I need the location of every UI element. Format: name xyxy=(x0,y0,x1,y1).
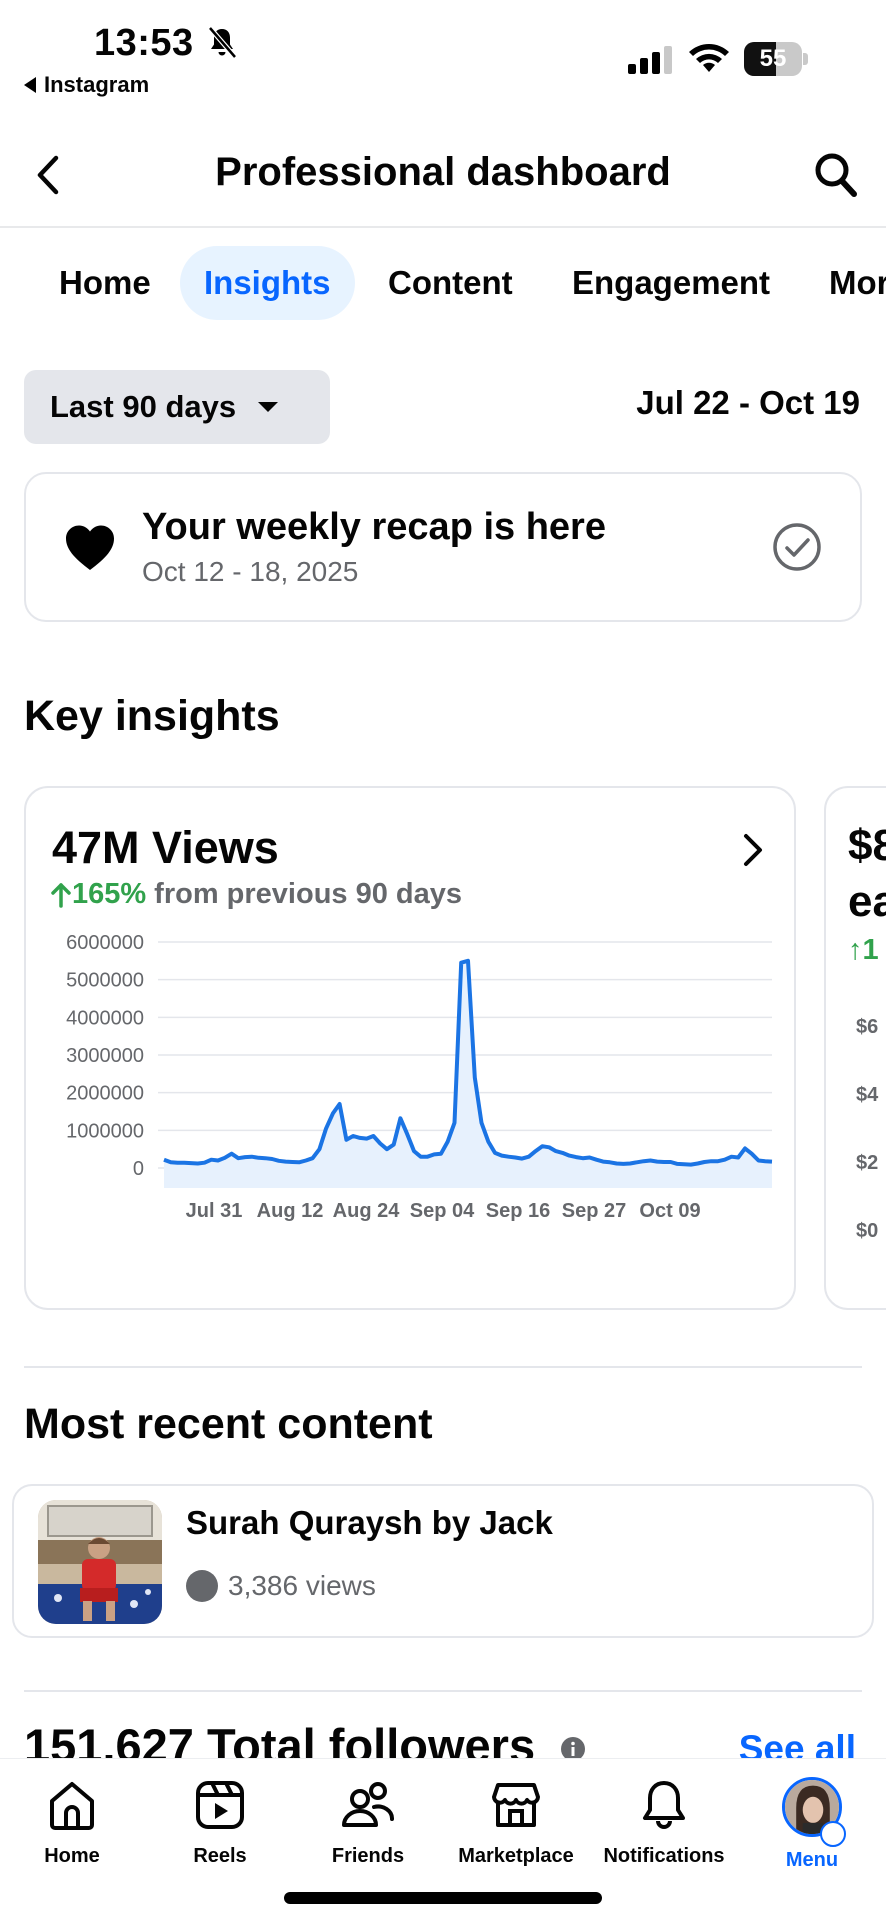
y-tick-label: 3000000 xyxy=(66,1045,144,1067)
nav-menu[interactable]: Menu xyxy=(742,1777,882,1872)
status-bar: 13:53 Instagram 55 xyxy=(0,0,886,110)
date-range-text: Jul 22 - Oct 19 xyxy=(636,384,860,421)
y-tick-label: 1000000 xyxy=(66,1120,144,1142)
nav-home-label: Home xyxy=(44,1845,100,1867)
back-chevron-icon[interactable] xyxy=(30,150,70,200)
nav-menu-label: Menu xyxy=(785,1849,839,1871)
dashboard-tabs: Home Insights Content Engagement Mor xyxy=(0,240,886,322)
home-icon xyxy=(50,1782,94,1830)
chevron-right-icon[interactable] xyxy=(740,830,766,870)
y-tick-label: 0 xyxy=(133,1158,144,1180)
weekly-recap-card[interactable]: Your weekly recap is here Oct 12 - 18, 2… xyxy=(24,472,862,622)
date-range-dropdown[interactable]: Last 90 days xyxy=(24,370,330,444)
earnings-title-line: $8 xyxy=(848,821,886,870)
recent-content-heading: Most recent content xyxy=(24,1400,433,1448)
content-views: 3,386 views xyxy=(186,1570,376,1602)
earnings-title-line: ea xyxy=(848,877,886,926)
arrow-up-icon xyxy=(51,882,71,908)
y-tick-label: 2000000 xyxy=(66,1083,144,1105)
battery-icon: 55 xyxy=(744,42,808,76)
earnings-tick: $2 xyxy=(856,1152,879,1174)
views-change: 165% from previous 90 days xyxy=(50,878,462,911)
earnings-insight-card[interactable]: $8 ea ↑1 $6 $4 $2 $0 xyxy=(824,786,886,1310)
earnings-title-partial: $8 ea xyxy=(848,818,886,930)
section-divider xyxy=(24,1366,862,1368)
earnings-tick: $0 xyxy=(856,1220,879,1242)
nav-notifications[interactable]: Notifications xyxy=(594,1777,734,1868)
recap-title: Your weekly recap is here xyxy=(142,506,606,548)
info-icon[interactable] xyxy=(560,1736,586,1762)
views-area-fill xyxy=(164,960,772,1188)
y-tick-label: 6000000 xyxy=(66,932,144,954)
nav-marketplace[interactable]: Marketplace xyxy=(446,1777,586,1868)
nav-marketplace-label: Marketplace xyxy=(458,1845,574,1867)
page-title: Professional dashboard xyxy=(215,150,671,194)
change-positive: 165% xyxy=(50,878,146,911)
top-header: Professional dashboard xyxy=(0,120,886,228)
friends-icon xyxy=(342,1782,394,1827)
section-divider xyxy=(24,1690,862,1692)
nav-friends-label: Friends xyxy=(331,1845,405,1867)
content-thumbnail[interactable] xyxy=(38,1500,162,1624)
y-tick-label: 4000000 xyxy=(66,1007,144,1029)
nav-notifications-label: Notifications xyxy=(603,1845,725,1867)
views-dot-icon xyxy=(186,1570,218,1602)
battery-level: 55 xyxy=(759,45,787,72)
caret-down-icon xyxy=(258,402,279,412)
bell-icon xyxy=(643,1781,685,1829)
check-circle-icon xyxy=(773,523,821,571)
tab-insights[interactable]: Insights xyxy=(180,246,355,320)
tab-home[interactable]: Home xyxy=(59,264,151,301)
x-tick-label: Aug 12 xyxy=(257,1200,324,1222)
nav-reels-label: Reels xyxy=(193,1845,247,1867)
back-app-label: Instagram xyxy=(44,72,150,97)
content-views-count: 3,386 views xyxy=(228,1570,376,1601)
views-value: 47M Views xyxy=(52,822,279,873)
recent-content-item[interactable]: Surah Quraysh by Jack 3,386 views xyxy=(12,1484,874,1638)
back-triangle-icon xyxy=(24,77,36,93)
recap-dates: Oct 12 - 18, 2025 xyxy=(142,556,359,587)
signal-icon xyxy=(628,46,672,74)
views-series-line xyxy=(163,958,773,1167)
nav-home[interactable]: Home xyxy=(2,1777,142,1868)
x-tick-label: Sep 04 xyxy=(410,1200,475,1222)
nav-friends[interactable]: Friends xyxy=(298,1777,438,1868)
menu-lines-icon xyxy=(820,1821,846,1847)
views-insight-card[interactable]: 47M Views 165% from previous 90 days 600… xyxy=(24,786,796,1310)
wifi-icon xyxy=(689,44,729,72)
earnings-tick: $6 xyxy=(856,1016,879,1038)
y-tick-label: 5000000 xyxy=(66,970,144,992)
heart-icon xyxy=(66,525,114,570)
date-range-label: Last 90 days xyxy=(50,389,237,424)
earnings-change-partial: ↑1 xyxy=(848,934,879,966)
tab-more[interactable]: Mor xyxy=(829,264,886,301)
views-area-chart: 6000000 5000000 4000000 3000000 2000000 10000… xyxy=(66,932,773,1222)
x-tick-label: Jul 31 xyxy=(186,1200,243,1222)
change-percent: 165% xyxy=(72,878,147,910)
x-tick-label: Sep 16 xyxy=(486,1200,550,1222)
tab-engagement[interactable]: Engagement xyxy=(572,264,771,301)
marketplace-icon xyxy=(492,1783,540,1827)
back-to-app-button[interactable]: Instagram xyxy=(24,72,149,98)
home-indicator xyxy=(284,1892,602,1904)
key-insights-heading: Key insights xyxy=(24,692,280,740)
reels-icon xyxy=(196,1781,244,1829)
bell-muted-icon xyxy=(208,26,237,59)
tab-content[interactable]: Content xyxy=(388,264,513,301)
x-tick-label: Oct 09 xyxy=(639,1200,700,1222)
change-text: from previous 90 days xyxy=(154,878,463,910)
content-title: Surah Quraysh by Jack xyxy=(186,1504,553,1541)
status-time: 13:53 xyxy=(94,22,194,64)
x-tick-label: Aug 24 xyxy=(333,1200,401,1222)
nav-reels[interactable]: Reels xyxy=(150,1777,290,1868)
earnings-tick: $4 xyxy=(856,1084,879,1106)
x-tick-label: Sep 27 xyxy=(562,1200,626,1222)
search-icon[interactable] xyxy=(812,150,860,200)
